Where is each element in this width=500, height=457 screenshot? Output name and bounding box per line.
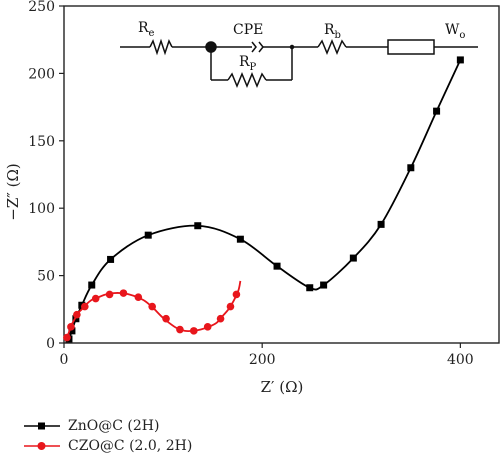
equivalent-circuit [120,38,478,88]
y-tick-label: 0 [46,336,55,352]
legend: ZnO@C (2H) CZO@C (2.0, 2H) [22,416,192,456]
resistor-rb-symbol [317,39,347,55]
x-tick-label: 400 [447,352,474,368]
warburg-element-symbol [387,39,435,55]
circuit-label-rb: Rb [324,22,341,41]
circuit-label-rp: RP [239,54,257,73]
circuit-label-cpe: CPE [233,22,263,38]
data-point [88,281,96,289]
y-axis-label: −Z″ (Ω) [4,163,22,221]
data-point [226,302,235,311]
data-point [91,294,100,303]
legend-swatch-zno [24,422,60,430]
data-point [144,231,152,239]
data-point [134,293,143,301]
data-point [433,107,441,115]
series-layer [63,56,464,343]
data-point [148,302,156,311]
data-point [63,333,71,342]
axes [63,5,500,344]
data-point [273,262,281,270]
legend-label-czo: CZO@C (2.0, 2H) [68,438,193,454]
resistor-re-symbol [149,38,173,56]
y-tick-label: 250 [28,0,55,15]
data-point [456,56,464,64]
data-point [203,323,212,331]
series-2 [63,280,242,342]
y-tick-label: 150 [28,134,55,150]
x-axis-label: Z′ (Ω) [261,378,304,396]
legend-item-czo: CZO@C (2.0, 2H) [22,436,192,456]
data-point [107,255,115,263]
data-point [216,314,225,323]
series-line [68,59,462,340]
data-point [236,235,244,243]
resistor-rp-symbol [227,72,267,88]
cpe-symbol-right [258,41,264,53]
y-tick-label: 50 [37,269,55,285]
circuit-label-re: Re [138,20,155,39]
data-point [377,220,385,228]
circuit-label-wo: Wo [445,22,465,41]
data-point [190,327,198,335]
data-point [306,284,314,292]
series-line [65,280,242,341]
data-point [320,281,328,289]
data-point [162,314,170,323]
y-tick-label: 100 [28,201,55,217]
data-point [407,164,415,172]
series-1 [65,56,464,343]
data-point [81,302,89,311]
data-point [67,323,75,331]
data-point [194,222,202,230]
data-point [119,289,128,297]
data-point [232,290,241,299]
data-point [68,327,76,335]
data-point [176,325,184,334]
legend-label-zno: ZnO@C (2H) [68,418,160,434]
x-tick-label: 0 [60,352,69,368]
data-point [349,254,357,262]
plot-frame [63,5,500,344]
data-point [105,290,114,299]
data-point [73,310,81,319]
ticks: 0 200 400 0 50 100 150 200 250 [28,0,473,368]
x-tick-label: 200 [249,352,276,368]
cpe-symbol-left [251,41,257,53]
legend-swatch-czo [24,442,60,450]
legend-item-zno: ZnO@C (2H) [22,416,192,436]
y-tick-label: 200 [28,66,55,82]
